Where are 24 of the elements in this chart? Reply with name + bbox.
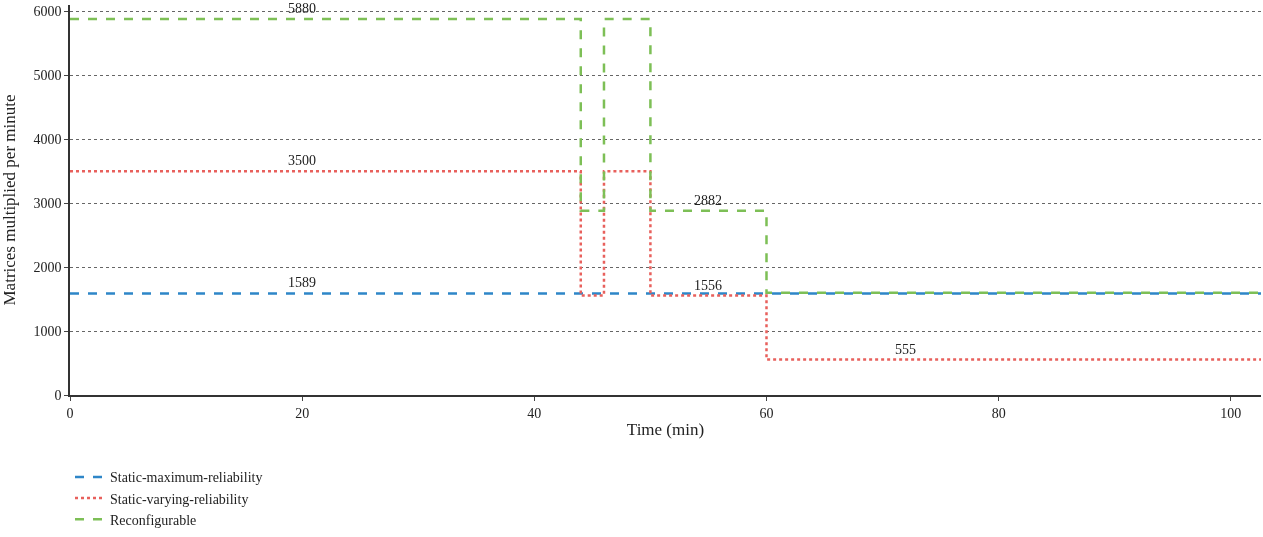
annotation: 1556 (694, 278, 722, 293)
x-tick-label: 80 (991, 405, 1006, 421)
legend-label: Reconfigurable (110, 512, 197, 528)
x-tick-label: 20 (295, 405, 310, 421)
annotation: 3500 (288, 153, 316, 168)
annotation: 1589 (288, 275, 316, 290)
legend-label: Static-maximum-reliability (110, 470, 263, 486)
x-tick-label: 60 (759, 405, 774, 421)
y-tick-label: 5000 (33, 68, 62, 84)
y-tick-label: 4000 (33, 132, 62, 148)
y-tick-label: 1000 (33, 323, 62, 339)
annotation: 555 (895, 342, 916, 357)
annotation: 5880 (288, 1, 316, 16)
y-tick-label: 2000 (33, 260, 62, 276)
x-tick-label: 40 (527, 405, 542, 421)
x-axis-title: Time (min) (626, 420, 705, 440)
y-tick-label: 3000 (33, 196, 62, 212)
annotation: 2882 (694, 193, 722, 208)
y-tick-label: 6000 (33, 4, 62, 20)
y-axis-title: Matrices multiplied per minute (0, 94, 19, 306)
x-tick-label: 0 (66, 405, 74, 421)
y-tick-label: 0 (54, 387, 62, 403)
legend-label: Static-varying-reliability (110, 491, 249, 507)
x-tick-label: 100 (1220, 405, 1242, 421)
